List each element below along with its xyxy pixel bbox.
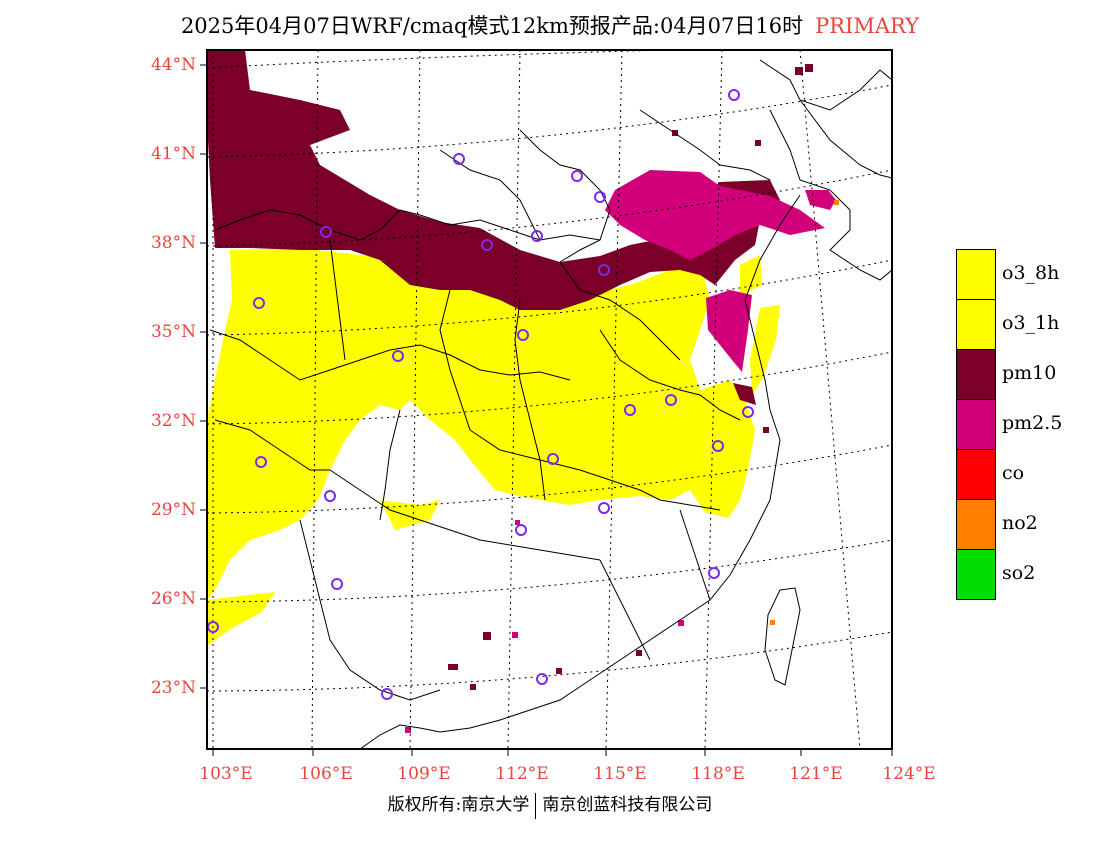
map-frame	[206, 49, 893, 750]
map-title: 2025年04月07日WRF/cmaq模式12km预报产品:04月07日16时 P…	[0, 10, 1100, 40]
legend-label: no2	[1002, 512, 1038, 534]
legend-label: pm2.5	[1002, 412, 1063, 434]
title-text: 2025年04月07日WRF/cmaq模式12km预报产品:04月07日16时	[180, 14, 804, 38]
lat-label: 38°N	[150, 233, 196, 253]
lat-label: 41°N	[150, 144, 196, 164]
pm25-region	[605, 170, 836, 372]
lat-label: 44°N	[150, 55, 196, 75]
legend-label: so2	[1002, 562, 1036, 584]
lon-label: 115°E	[593, 764, 647, 784]
lon-label: 124°E	[882, 764, 936, 784]
legend-swatch	[956, 399, 996, 450]
pm10-region	[207, 50, 780, 405]
lat-label: 32°N	[150, 411, 196, 431]
lat-label: 29°N	[150, 500, 196, 520]
legend-swatch	[956, 249, 996, 300]
footer-right: 南京创蓝科技有限公司	[542, 795, 713, 815]
title-tag: PRIMARY	[815, 14, 920, 38]
boundaries	[209, 59, 892, 749]
copyright-footer: 版权所有:南京大学 南京创蓝科技有限公司	[0, 790, 1100, 819]
graticule	[207, 50, 892, 749]
legend-swatch	[956, 449, 996, 500]
station-markers	[207, 89, 754, 700]
legend-swatch	[956, 549, 996, 600]
lon-label: 106°E	[299, 764, 353, 784]
legend-swatch	[956, 299, 996, 350]
legend-label: pm10	[1002, 362, 1057, 384]
footer-separator	[535, 792, 537, 819]
legend-label: co	[1002, 462, 1025, 484]
tick-marks	[200, 64, 893, 756]
lon-label: 118°E	[691, 764, 745, 784]
legend-label: o3_1h	[1002, 312, 1060, 334]
footer-left: 版权所有:南京大学	[387, 795, 530, 815]
legend-swatch	[956, 499, 996, 550]
lat-label: 26°N	[150, 589, 196, 609]
lat-label: 35°N	[150, 322, 196, 342]
legend-swatch	[956, 349, 996, 400]
lat-label: 23°N	[150, 678, 196, 698]
lon-label: 103°E	[199, 764, 253, 784]
lon-label: 112°E	[495, 764, 549, 784]
lon-label: 121°E	[789, 764, 843, 784]
legend-label: o3_8h	[1002, 262, 1060, 284]
o3-region	[207, 248, 780, 645]
lon-label: 109°E	[397, 764, 451, 784]
